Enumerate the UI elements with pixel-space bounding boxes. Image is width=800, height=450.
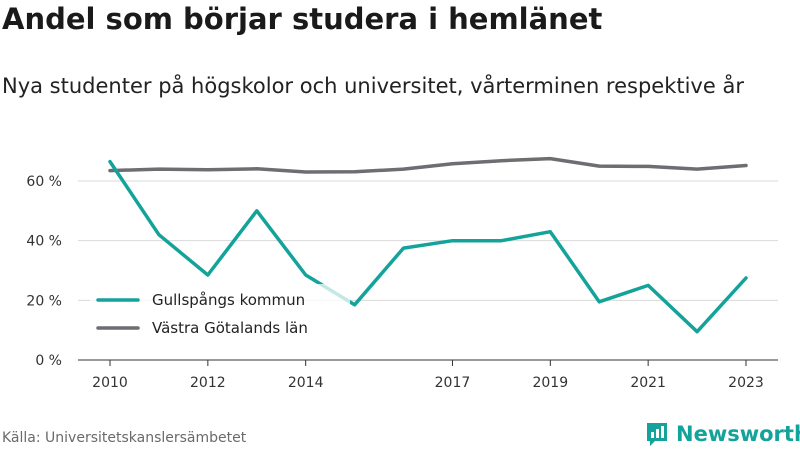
x-tick-label: 2021 <box>630 375 666 391</box>
x-tick-label: 2019 <box>532 375 568 391</box>
legend-background <box>90 284 350 342</box>
x-tick-label: 2010 <box>92 375 128 391</box>
legend: Gullspångs kommun Västra Götalands län <box>90 284 350 342</box>
x-tick-label: 2012 <box>190 375 226 391</box>
line-chart: 0 % 20 % 40 % 60 % 2010 2012 2014 2017 2019 2021… <box>26 156 778 391</box>
chart-subtitle: Nya studenter på högskolor och universit… <box>2 74 744 98</box>
y-tick-label: 20 % <box>26 293 62 309</box>
source-note: Källa: Universitetskanslersämbetet <box>2 430 247 446</box>
y-tick-label: 40 % <box>26 234 62 250</box>
x-tick-label: 2017 <box>435 375 471 391</box>
series-lines <box>108 156 748 334</box>
x-tick-label: 2014 <box>288 375 324 391</box>
y-tick-label: 60 % <box>26 174 62 190</box>
newsworthy-logo: Newsworthy <box>644 420 800 448</box>
brand-name: Newsworthy <box>676 422 800 446</box>
x-axis: 2010 2012 2014 2017 2019 2021 2023 <box>78 359 778 391</box>
series-line-1 <box>108 156 748 174</box>
newsworthy-icon <box>647 423 667 446</box>
legend-label: Västra Götalands län <box>152 319 308 337</box>
x-tick-label: 2023 <box>728 375 764 391</box>
y-tick-label: 0 % <box>35 353 62 369</box>
legend-label: Gullspångs kommun <box>152 291 305 309</box>
grid-lines: 0 % 20 % 40 % 60 % <box>26 174 778 369</box>
series-line-0 <box>108 159 748 334</box>
chart-title: Andel som börjar studera i hemlänet <box>2 2 603 36</box>
